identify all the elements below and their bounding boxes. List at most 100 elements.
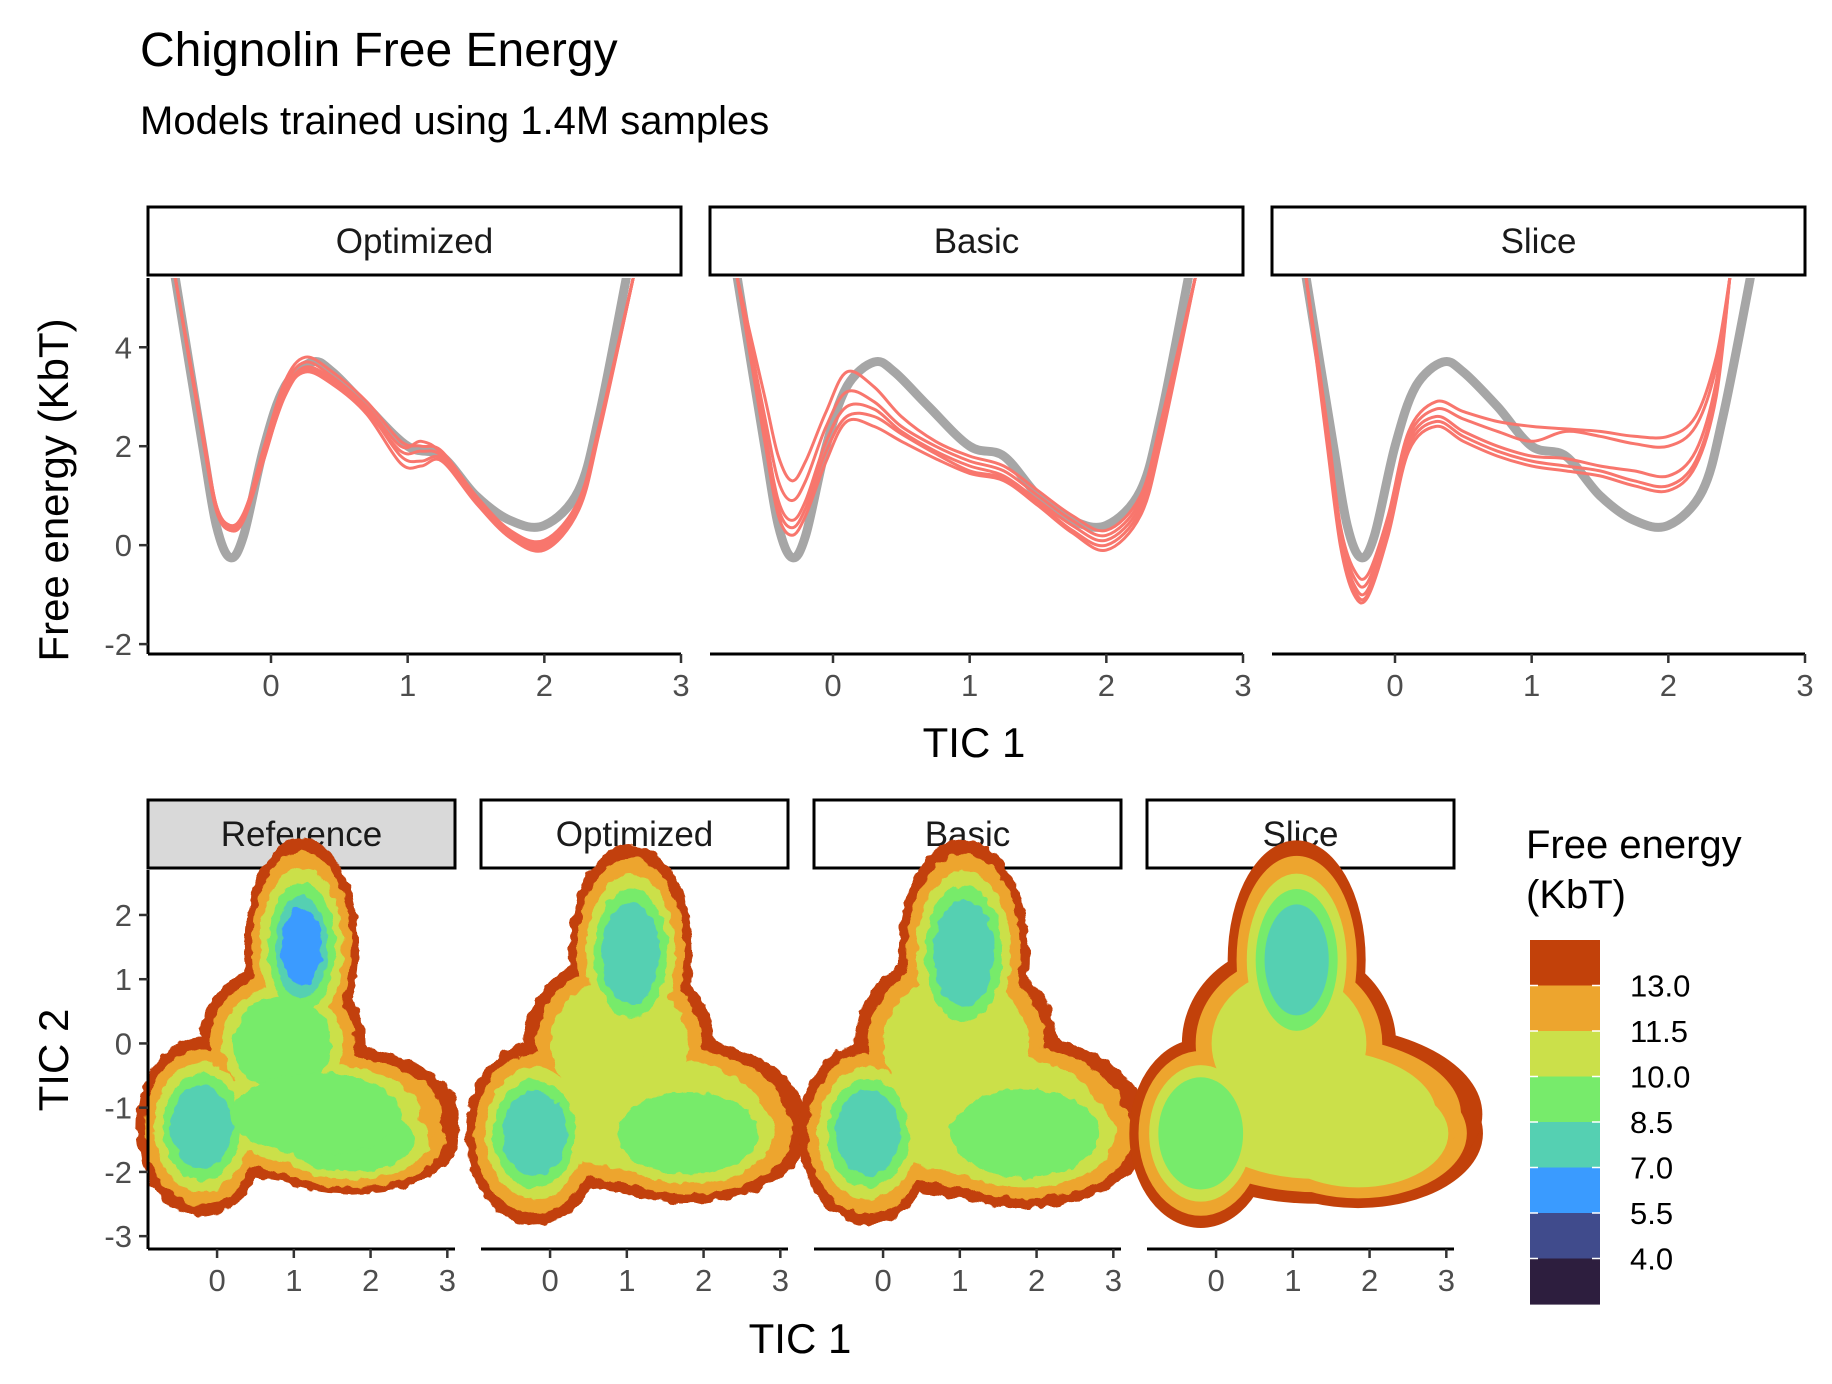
legend-title-line2: (KbT)	[1526, 873, 1626, 917]
bottom-y-axis-title: TIC 2	[30, 1009, 77, 1112]
strip-box	[1270, 205, 1807, 277]
energy-contour	[950, 1089, 1100, 1178]
strip-box	[146, 798, 457, 870]
legend-break-label: 8.5	[1630, 1105, 1673, 1140]
y-tick-label: 1	[115, 962, 132, 997]
plot-area	[732, 278, 1197, 563]
model-line	[173, 278, 635, 544]
top-y-axis-title: Free energy (KbT)	[30, 318, 77, 661]
y-tick-label: -2	[104, 627, 132, 662]
y-tick-label: -2	[104, 1155, 132, 1190]
energy-contour	[601, 902, 660, 1005]
x-tick-label: 3	[439, 1263, 456, 1298]
x-tick-label: 2	[1361, 1263, 1378, 1298]
model-line	[173, 278, 635, 546]
legend-swatch	[1530, 1031, 1600, 1078]
energy-contour	[1264, 904, 1329, 1016]
energy-contour	[1158, 1077, 1244, 1190]
x-tick-label: 0	[262, 668, 279, 703]
x-tick-label: 3	[1234, 668, 1251, 703]
heatmap-surface	[798, 839, 1150, 1225]
model-line	[735, 278, 1197, 552]
y-tick-label: 2	[115, 898, 132, 933]
x-tick-label: 0	[1386, 668, 1403, 703]
energy-contour	[171, 1085, 233, 1169]
y-tick-label: 0	[115, 1026, 132, 1061]
legend-swatch	[1530, 1076, 1600, 1123]
x-tick-label: 3	[772, 1263, 789, 1298]
model-line	[735, 278, 1197, 543]
bottom-x-axis-title: TIC 1	[749, 1315, 852, 1362]
strip-box	[708, 205, 1245, 277]
x-tick-label: 0	[1207, 1263, 1224, 1298]
energy-contour	[835, 1090, 900, 1176]
x-tick-label: 2	[1028, 1263, 1045, 1298]
legend-swatch	[1530, 1167, 1600, 1214]
x-tick-label: 0	[824, 668, 841, 703]
y-tick-label: 2	[115, 429, 132, 464]
model-line	[735, 278, 1197, 538]
plot-area	[1301, 278, 1755, 605]
x-tick-label: 1	[961, 668, 978, 703]
energy-contour	[232, 996, 332, 1091]
line-panel-optimized: Optimized 0 1 2 3 -2 0 2 4	[104, 205, 690, 703]
heatmap-surface	[136, 837, 460, 1217]
legend-swatch	[1530, 1122, 1600, 1169]
energy-contour	[617, 1091, 759, 1175]
reference-line	[732, 278, 1193, 563]
y-tick-label: 4	[115, 330, 132, 365]
x-tick-label: 3	[1796, 668, 1813, 703]
legend-title-line1: Free energy	[1526, 823, 1742, 867]
free-energy-legend: Free energy (KbT) 13.0 11.5 10.0 8.5 7.0 5.5 4…	[1526, 823, 1742, 1305]
x-tick-label: 0	[208, 1263, 225, 1298]
line-panel-slice: Slice 0 1 2 3	[1270, 205, 1814, 703]
y-tick-label: 0	[115, 528, 132, 563]
reference-line	[1301, 278, 1755, 563]
x-tick-label: 0	[541, 1263, 558, 1298]
model-line	[173, 278, 635, 551]
plot-area	[170, 278, 635, 563]
y-tick-label: -3	[104, 1219, 132, 1254]
energy-contour	[502, 1090, 567, 1176]
chart-subtitle: Models trained using 1.4M samples	[140, 99, 769, 143]
energy-contour	[1195, 1049, 1437, 1179]
legend-swatch	[1530, 1213, 1600, 1260]
x-tick-label: 3	[672, 668, 689, 703]
x-tick-label: 2	[1660, 668, 1677, 703]
heatmap-surface	[465, 844, 808, 1225]
x-tick-label: 3	[1105, 1263, 1122, 1298]
energy-contour	[232, 1072, 402, 1156]
x-tick-label: 2	[362, 1263, 379, 1298]
legend-break-label: 13.0	[1630, 969, 1690, 1004]
legend-break-label: 7.0	[1630, 1151, 1673, 1186]
strip-label: Slice	[1501, 222, 1577, 261]
x-tick-label: 2	[536, 668, 553, 703]
x-tick-label: 3	[1438, 1263, 1455, 1298]
x-tick-label: 1	[399, 668, 416, 703]
strip-box	[146, 205, 683, 277]
legend-break-label: 5.5	[1630, 1196, 1673, 1231]
x-tick-label: 2	[1098, 668, 1115, 703]
legend-break-label: 10.0	[1630, 1060, 1690, 1095]
legend-colorbar: 13.0 11.5 10.0 8.5 7.0 5.5 4.0	[1530, 940, 1690, 1305]
energy-contour	[281, 908, 322, 986]
strip-label: Basic	[934, 222, 1020, 261]
legend-swatch	[1530, 1258, 1600, 1305]
chart-title: Chignolin Free Energy	[140, 24, 618, 77]
x-tick-label: 1	[1284, 1263, 1301, 1298]
x-tick-label: 1	[951, 1263, 968, 1298]
model-line	[735, 278, 1197, 533]
strip-box	[479, 798, 790, 870]
x-tick-label: 1	[618, 1263, 635, 1298]
x-tick-label: 0	[874, 1263, 891, 1298]
line-panel-basic: Basic 0 1 2 3	[708, 205, 1252, 703]
legend-break-label: 4.0	[1630, 1242, 1673, 1277]
model-line	[173, 278, 635, 553]
top-x-axis-title: TIC 1	[923, 719, 1026, 766]
